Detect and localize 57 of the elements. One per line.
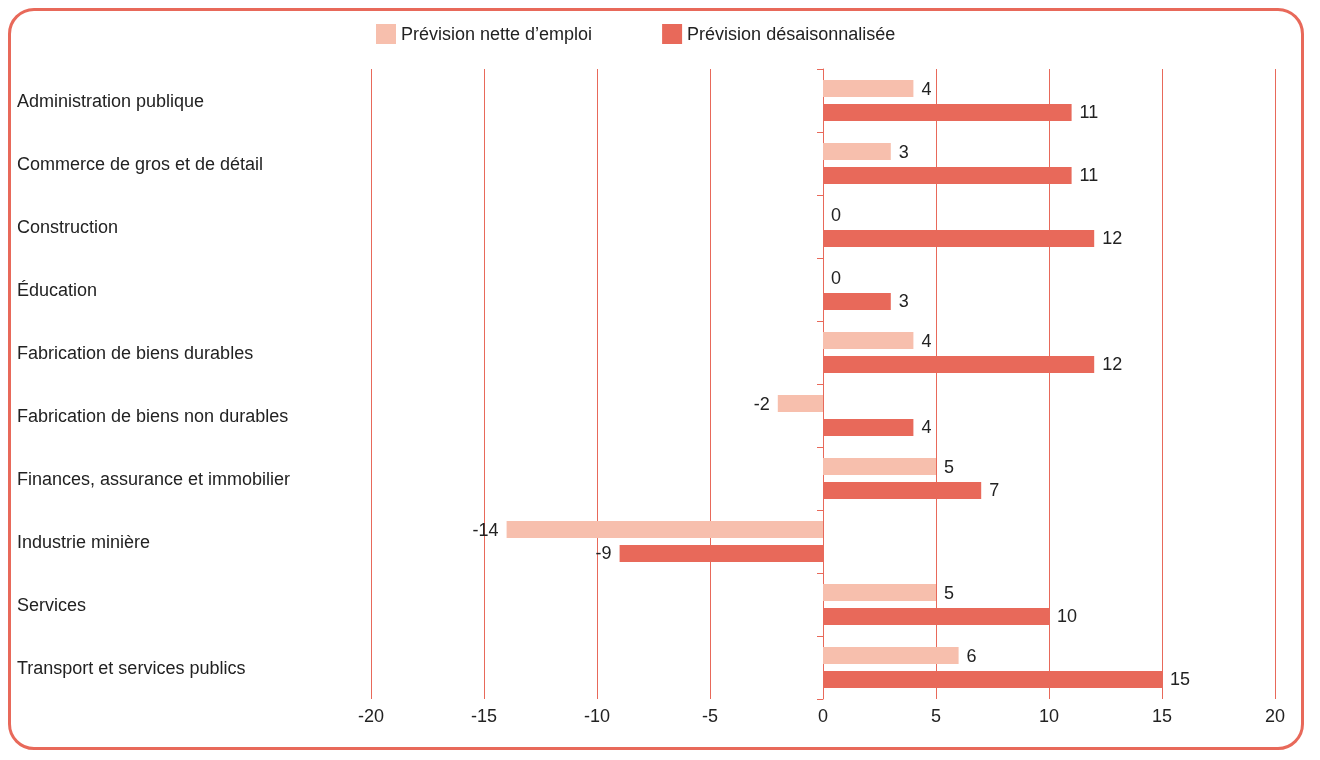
data-label: 11 xyxy=(1079,165,1099,186)
bar xyxy=(823,166,1072,184)
bar xyxy=(823,332,914,350)
bar xyxy=(823,103,1072,121)
data-label: 5 xyxy=(944,582,955,603)
bar xyxy=(777,395,823,413)
bar xyxy=(823,584,936,602)
bar xyxy=(823,607,1049,625)
legend-label: Prévision désaisonnalisée xyxy=(687,24,896,44)
data-label: 4 xyxy=(921,78,932,99)
x-tick-label: -15 xyxy=(470,706,498,726)
x-tick-label: -5 xyxy=(701,706,719,726)
data-label: -2 xyxy=(753,393,770,414)
x-tick-label: 15 xyxy=(1151,706,1173,726)
y-tick-label: Fabrication de biens durables xyxy=(17,342,254,363)
x-tick-label: -20 xyxy=(357,706,385,726)
x-tick-label: 0 xyxy=(817,706,829,726)
data-label: 4 xyxy=(921,330,932,351)
y-tick-label: Construction xyxy=(17,216,119,237)
data-label: 0 xyxy=(831,267,842,288)
y-tick-label: Finances, assurance et immobilier xyxy=(17,468,291,489)
y-tick-label: Éducation xyxy=(17,279,98,300)
bar xyxy=(823,418,914,436)
data-label: 5 xyxy=(944,456,955,477)
y-tick-label: Transport et services publics xyxy=(17,657,246,678)
bar xyxy=(823,229,1095,247)
legend-label: Prévision nette d’emploi xyxy=(401,24,593,44)
data-label: 12 xyxy=(1102,354,1123,375)
x-tick-label: 10 xyxy=(1038,706,1060,726)
y-tick-label: Fabrication de biens non durables xyxy=(17,405,289,426)
data-label: 11 xyxy=(1079,102,1099,123)
x-tick-label: 5 xyxy=(930,706,942,726)
y-tick-label: Commerce de gros et de détail xyxy=(17,153,264,174)
y-tick-label: Industrie minière xyxy=(17,531,151,552)
bar xyxy=(823,143,891,161)
data-label: 10 xyxy=(1057,606,1078,627)
data-label: 12 xyxy=(1102,228,1123,249)
bar xyxy=(823,80,914,98)
data-label: 4 xyxy=(921,417,932,438)
bar xyxy=(823,292,891,310)
data-label: 3 xyxy=(898,291,909,312)
bar xyxy=(823,481,982,499)
data-label: 0 xyxy=(831,204,842,225)
y-tick-label: Administration publique xyxy=(17,90,205,111)
y-tick-label: Services xyxy=(17,594,87,615)
bar xyxy=(823,458,936,476)
data-label: 15 xyxy=(1170,669,1191,690)
data-label: 7 xyxy=(989,480,1000,501)
bar xyxy=(823,670,1162,688)
x-tick-label: 20 xyxy=(1264,706,1286,726)
x-tick-label: -10 xyxy=(583,706,611,726)
bar xyxy=(506,521,823,539)
bar xyxy=(823,647,959,665)
bar xyxy=(619,544,823,562)
data-label: 3 xyxy=(898,141,909,162)
bar xyxy=(823,355,1095,373)
data-label: 6 xyxy=(966,645,977,666)
